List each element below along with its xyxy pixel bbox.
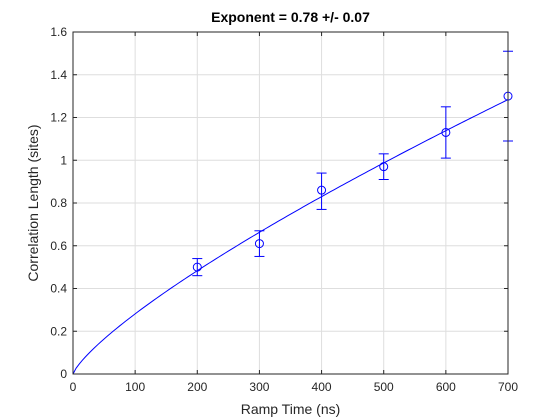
y-tick-label: 0.4 [50,282,67,296]
y-tick-label: 0 [60,367,67,381]
circle-marker [441,127,451,137]
data-point [192,258,203,277]
y-tick-label: 0.6 [50,239,67,253]
circle-marker [254,239,264,249]
y-tick-label: 1 [60,153,67,167]
circle-marker [192,262,202,272]
x-axis-label: Ramp Time (ns) [241,401,341,417]
x-tick-label: 300 [249,380,269,394]
fit-curve [72,99,509,375]
circle-marker [379,162,389,172]
y-axis-label: Correlation Length (sites) [25,124,41,281]
data-point [378,153,389,180]
y-tick-label: 1.4 [50,68,67,82]
data-point [254,230,265,257]
x-tick-label: 700 [498,380,518,394]
data-point [440,106,451,159]
y-tick-label: 0.8 [50,196,67,210]
data-point [316,172,327,210]
x-tick-label: 200 [187,380,207,394]
x-tick-label: 500 [374,380,394,394]
grid [72,31,509,375]
ticks: 0 100 200 300 400 500 600 700 0 0.2 0.4 0.6 0.8 1 1.2 1… [50,25,518,394]
fit-line-layer [72,99,509,375]
x-tick-label: 600 [436,380,456,394]
y-tick-label: 0.2 [50,324,67,338]
y-tick-label: 1.6 [50,25,67,39]
x-tick-label: 400 [312,380,332,394]
y-tick-label: 1.2 [50,111,67,125]
x-tick-label: 0 [70,380,77,394]
chart-title: Exponent = 0.78 +/- 0.07 [211,9,370,25]
x-tick-label: 100 [125,380,145,394]
circle-marker [317,185,327,195]
